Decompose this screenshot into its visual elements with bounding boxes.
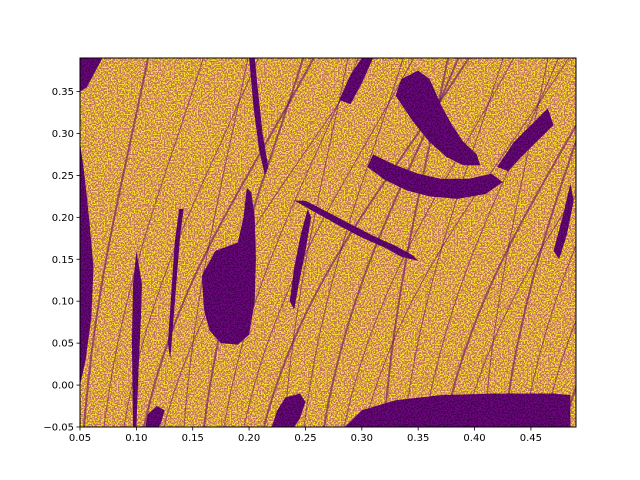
y-tick-label: 0.35 (52, 87, 74, 98)
x-tick-label: 0.30 (351, 433, 373, 444)
x-tick-label: 0.20 (238, 433, 260, 444)
y-tick-label: 0.30 (52, 129, 74, 140)
x-tick-label: 0.35 (407, 433, 429, 444)
plot-area (80, 58, 576, 427)
x-tick-label: 0.15 (182, 433, 204, 444)
x-tick-label: 0.10 (125, 433, 147, 444)
x-tick-label: 0.05 (69, 433, 91, 444)
x-tick-label: 0.40 (463, 433, 485, 444)
plot-frame (79, 57, 577, 428)
y-tick-label: 0.25 (52, 171, 74, 182)
y-tick-label: −0.05 (43, 423, 74, 434)
y-axis: −0.05 0.00 0.05 0.10 0.15 0.20 0.25 0.30 0.35 (43, 87, 80, 434)
x-axis: 0.05 0.10 0.15 0.20 0.25 0.30 0.35 0.40 0.45 (69, 427, 542, 444)
x-tick-label: 0.45 (520, 433, 542, 444)
y-tick-label: 0.05 (52, 339, 74, 350)
y-tick-label: 0.10 (52, 297, 74, 308)
heatmap-speckle (80, 58, 576, 427)
y-tick-label: 0.20 (52, 213, 74, 224)
x-tick-label: 0.25 (294, 433, 316, 444)
y-tick-label: 0.00 (52, 381, 74, 392)
y-tick-label: 0.15 (52, 255, 74, 266)
